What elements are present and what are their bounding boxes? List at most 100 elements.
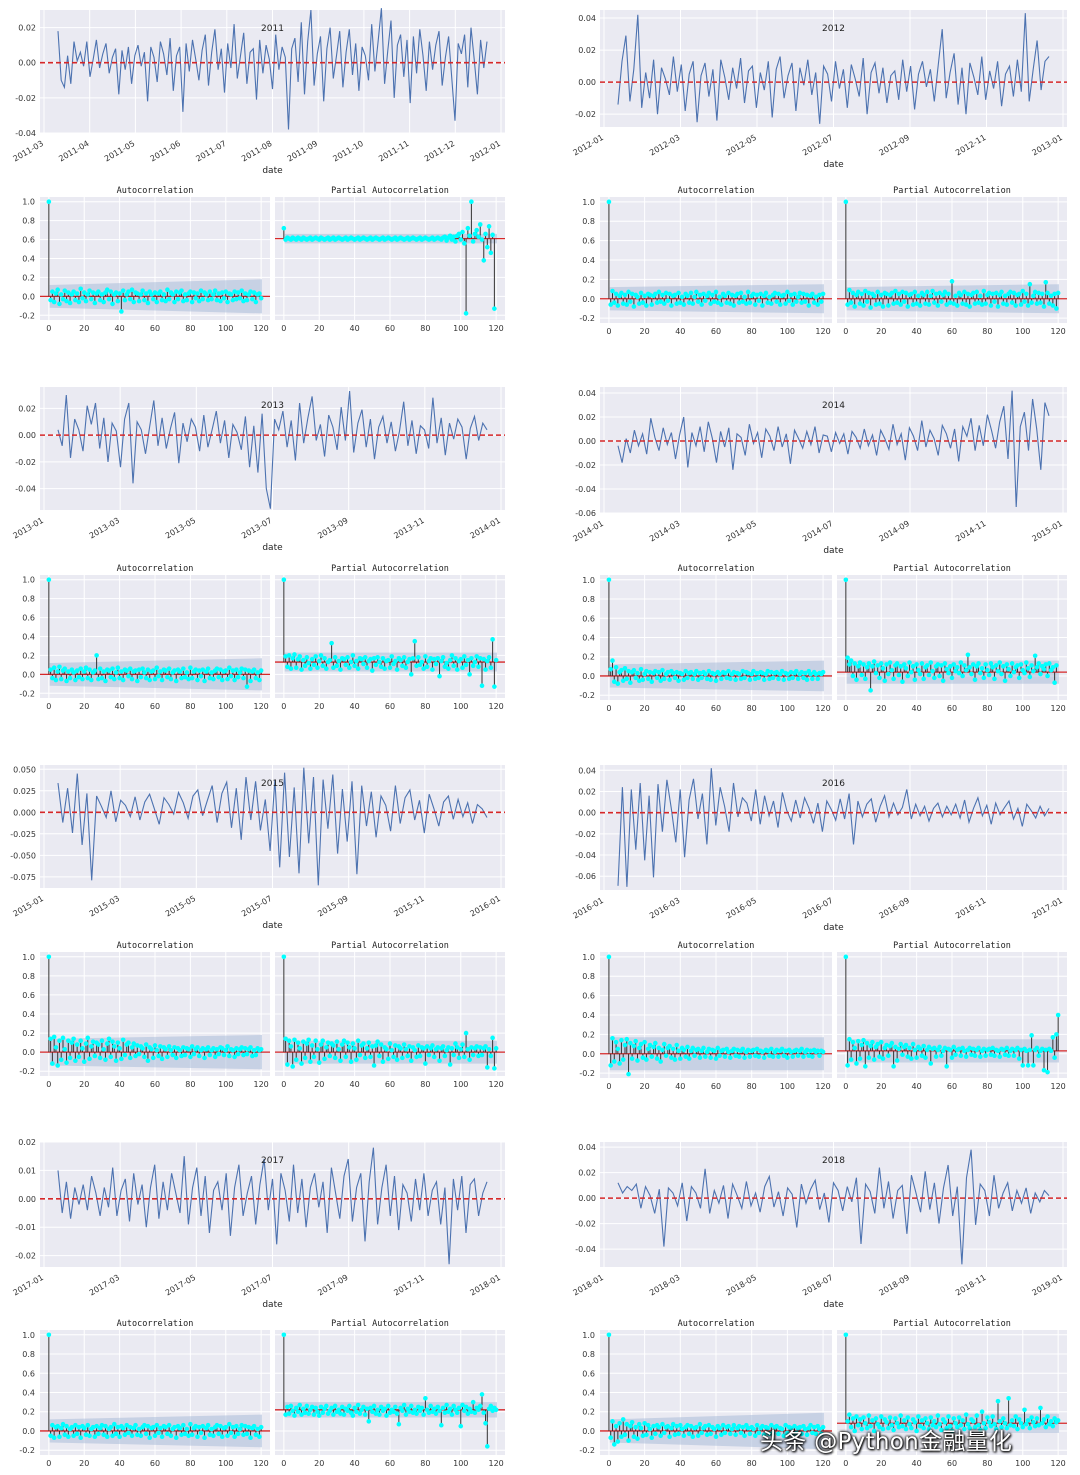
data-point [932, 1045, 937, 1051]
x-tick-label: 60 [711, 1082, 721, 1091]
data-point [196, 668, 202, 673]
data-point [362, 1412, 368, 1417]
data-point [453, 239, 458, 244]
data-point [898, 302, 903, 307]
x-tick-label: 2018-07 [801, 1273, 834, 1298]
data-point [635, 294, 640, 300]
x-tick-label: 40 [350, 324, 360, 333]
data-point [910, 1041, 916, 1047]
data-point [71, 670, 76, 675]
x-tick-label: 2014-01 [469, 516, 502, 541]
data-point [89, 1044, 94, 1049]
data-point [939, 663, 944, 668]
data-point [154, 665, 160, 671]
x-tick-label: 0 [843, 1082, 848, 1091]
y-tick-label: 0.8 [22, 217, 35, 226]
data-point [117, 291, 122, 296]
data-point [437, 1058, 442, 1064]
chart-title: Autocorrelation [117, 1319, 194, 1329]
data-point [57, 1434, 62, 1440]
data-point [992, 299, 997, 304]
data-point [193, 1423, 198, 1429]
data-point [921, 1043, 926, 1049]
data-point [656, 1424, 662, 1430]
data-point [161, 292, 167, 297]
data-point [253, 1052, 259, 1058]
data-point [674, 669, 680, 675]
y-tick-label: 0.000 [13, 808, 36, 817]
x-tick-label: 2013-01 [12, 516, 45, 541]
data-point [661, 1041, 667, 1047]
data-point [401, 655, 407, 660]
data-point [949, 1055, 955, 1060]
x-tick-label: 40 [115, 1080, 125, 1089]
data-point [115, 298, 121, 304]
data-point [332, 655, 338, 660]
y-tick-label: 0.4 [582, 634, 595, 643]
y-tick-label: -0.02 [15, 458, 36, 467]
data-point [622, 665, 628, 671]
data-point [219, 1046, 225, 1051]
data-point [182, 1431, 188, 1437]
data-point [1055, 1012, 1061, 1018]
x-tick-label: 120 [815, 1459, 830, 1468]
data-point [631, 667, 637, 673]
data-point [209, 670, 214, 675]
data-point [1031, 293, 1036, 299]
data-point [159, 677, 165, 683]
data-point [96, 289, 101, 294]
chart-title: Autocorrelation [117, 941, 194, 951]
y-tick-label: -0.2 [19, 1446, 35, 1455]
series-line [57, 1147, 488, 1265]
data-point [163, 298, 168, 304]
data-point [1024, 1048, 1029, 1054]
data-point [71, 1433, 76, 1439]
data-point [251, 667, 257, 672]
data-point [613, 291, 619, 297]
data-point [799, 300, 804, 305]
data-point [74, 1431, 80, 1437]
data-point [366, 1419, 372, 1424]
data-point [241, 1432, 246, 1438]
data-point [158, 1044, 163, 1049]
data-point [219, 677, 225, 683]
y-tick-label: 0.04 [578, 389, 596, 398]
data-point [398, 657, 403, 663]
data-point [301, 1406, 306, 1412]
data-point [430, 1043, 435, 1048]
x-tick-label: 40 [675, 1459, 685, 1468]
data-point [393, 1404, 398, 1410]
data-point [611, 679, 617, 685]
data-point [55, 287, 60, 293]
data-point [64, 1423, 69, 1429]
data-point [159, 1434, 165, 1440]
x-tick-label: 80 [185, 1080, 195, 1089]
data-point [903, 665, 909, 671]
data-point [97, 666, 103, 671]
data-point [181, 666, 186, 671]
data-point [861, 662, 866, 667]
data-point [472, 659, 478, 665]
data-point [735, 1047, 740, 1053]
data-point [745, 289, 751, 295]
data-point [921, 1425, 926, 1431]
data-point [470, 239, 476, 244]
data-point [740, 1424, 746, 1430]
data-point [891, 1064, 896, 1069]
data-point [720, 1422, 726, 1428]
data-point [186, 676, 191, 682]
data-point [477, 655, 483, 661]
data-point [389, 1047, 395, 1053]
data-point [253, 675, 259, 681]
data-point [983, 662, 988, 667]
data-point [407, 1044, 412, 1049]
data-point [722, 670, 728, 676]
data-point [188, 1054, 193, 1060]
data-point [686, 300, 692, 305]
data-point [626, 668, 631, 674]
data-point [706, 1422, 712, 1428]
x-tick-label: 40 [912, 327, 922, 336]
